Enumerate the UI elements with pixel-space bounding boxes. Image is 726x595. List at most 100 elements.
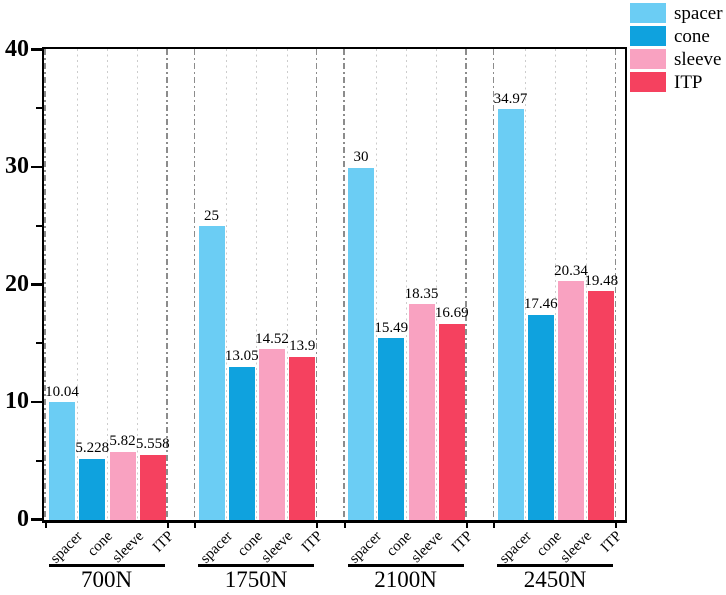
legend-item: sleeve [630,49,723,69]
bar-value-label: 34.97 [493,90,528,107]
gridline-group-boundary [614,49,617,520]
gridline-group-boundary [44,49,46,520]
gridline-bar-separator [555,49,557,520]
y-tick-major [31,283,42,286]
bar-cone-700N [79,458,106,520]
group-label: 2450N [523,567,587,592]
bar-value-label: 10.04 [45,383,79,400]
y-tick-major [31,48,42,51]
bar-tick-label: ITP [448,528,476,556]
bar-tick-label: spacer [197,528,236,567]
legend-label: sleeve [674,48,722,70]
bar-cone-2100N [378,338,405,520]
bar-tick-label: cone [234,528,266,560]
gridline-group-boundary [166,49,168,520]
bar-value-label: 20.34 [554,262,588,279]
bar-tick-label: cone [85,528,117,560]
bar-value-label: 5.82 [109,433,136,450]
gridline-group-boundary [465,49,467,520]
gridline-bar-separator [226,49,228,520]
bar-cone-1750N [228,366,255,520]
bar-value-label: 13.9 [289,338,316,355]
y-tick-major [31,165,42,169]
bar-spacer-2450N [497,109,524,520]
bar-ITP-2100N [438,323,465,520]
group-label: 700N [80,567,133,592]
legend-item: ITP [630,72,723,92]
y-tick-major [31,400,42,404]
bar-tick-label: spacer [346,528,386,567]
x-tick [166,523,169,528]
legend-label: ITP [674,71,703,93]
bar-tick-label: sleeve [557,528,596,567]
bar-sleeve-1750N [259,349,285,520]
bar-tick-label: spacer [496,528,535,567]
legend-swatch-ITP [630,72,666,92]
x-tick [44,523,47,528]
bar-value-label: 15.49 [374,319,409,336]
gridline-bar-separator [76,49,78,520]
gridline-bar-separator [106,49,108,520]
group-label: 2100N [374,567,437,592]
bar-spacer-700N [49,402,75,520]
legend-item: cone [630,26,723,46]
gridline-bar-separator [525,49,527,520]
bar-tick-label: spacer [47,528,87,567]
bar-value-label: 18.35 [404,285,439,302]
bar-ITP-1750N [289,356,316,520]
gridline-bar-separator [405,49,407,520]
legend: spacer cone sleeve ITP [630,3,723,92]
bar-tick-label: cone [533,528,565,560]
y-tick-label: 30 [5,153,29,179]
bar-tick-label: ITP [598,528,626,556]
x-tick [493,523,495,528]
y-tick-label: 40 [5,35,29,62]
gridline-group-boundary [193,49,196,520]
gridline-group-boundary [343,49,345,520]
gridline-group-boundary [315,49,318,520]
bar-tick-label: sleeve [108,528,147,567]
legend-swatch-cone [630,26,666,46]
bar-tick-label: sleeve [407,528,446,567]
bar-value-label: 13.05 [224,348,259,365]
group-label: 1750N [224,567,288,592]
x-tick [465,523,468,528]
x-tick [343,523,346,528]
legend-label: spacer [674,2,723,24]
bar-value-label: 5.558 [135,436,170,453]
bar-ITP-700N [139,454,166,520]
bar-value-label: 16.69 [434,305,469,322]
bar-sleeve-700N [109,451,136,520]
bar-value-label: 30 [353,149,369,165]
bars-layer: 10.04 5.228 5.82 5.558 25 13.05 14.52 13.9 30 15.… [44,49,625,520]
bar-ITP-2450N [588,291,615,520]
bar-tick-label: ITP [299,528,327,556]
bar-tick-label: ITP [149,528,177,556]
x-tick [316,523,318,528]
bar-value-label: 25 [204,207,219,224]
bar-sleeve-2450N [558,281,584,520]
gridline-bar-separator [137,49,139,520]
bar-spacer-2100N [348,167,374,520]
gridline-group-boundary [492,49,495,520]
bar-cone-2450N [527,314,554,520]
gridline-bar-separator [585,49,587,520]
group-underline [497,564,613,567]
bar-sleeve-2100N [408,304,435,520]
legend-item: spacer [630,3,723,23]
y-tick-label: 10 [5,388,29,414]
x-tick [194,523,196,528]
group-underline [198,564,314,567]
y-tick-label: 0 [17,505,29,532]
bar-tick-label: sleeve [258,528,297,567]
gridline-bar-separator [436,49,438,520]
gridline-bar-separator [256,49,258,520]
legend-swatch-spacer [630,3,666,23]
group-underline [48,564,165,567]
group-underline [347,564,464,567]
y-tick-major [31,518,42,521]
x-tick [615,523,617,528]
gridline-bar-separator [375,49,377,520]
gridline-bar-separator [286,49,288,520]
